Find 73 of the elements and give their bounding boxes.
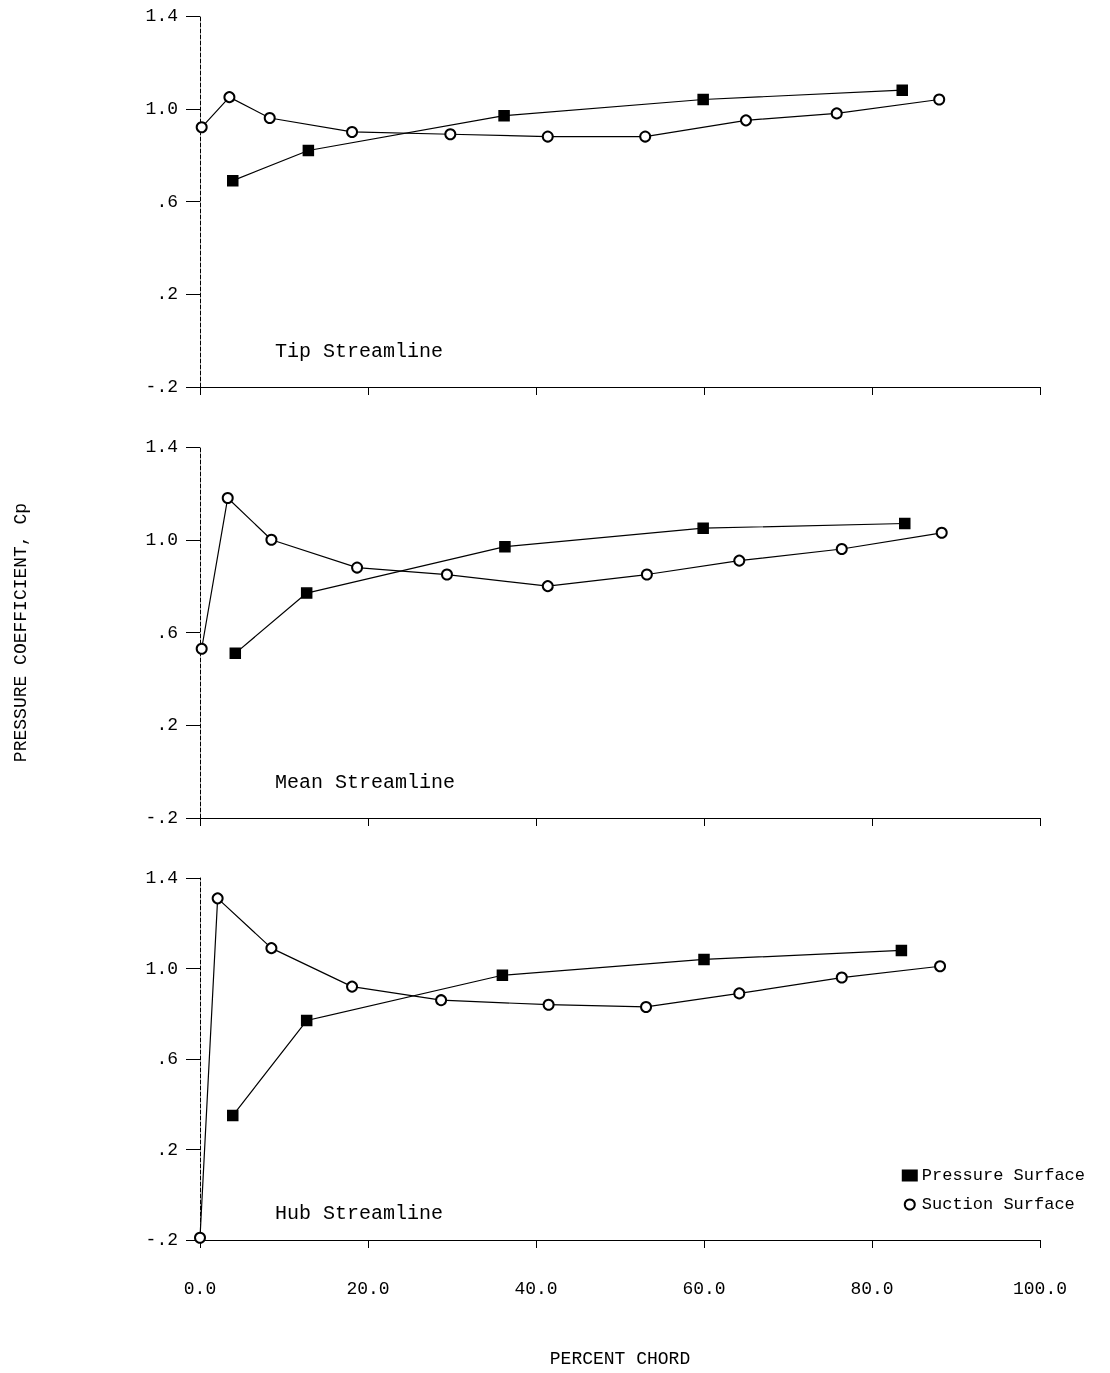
- y-axis-title: PRESSURE COEFFICIENT, Cp: [11, 502, 31, 763]
- point: [896, 84, 908, 96]
- point: [444, 128, 457, 141]
- point: [830, 107, 843, 120]
- x-axis-title: PERCENT CHORD: [549, 1349, 691, 1369]
- point: [639, 130, 652, 143]
- y-tick-label: .2: [156, 715, 178, 736]
- point: [640, 568, 653, 581]
- point: [542, 998, 555, 1011]
- y-tick-label: 1.0: [145, 529, 178, 550]
- y-tick-label: .6: [156, 191, 178, 212]
- point: [733, 987, 746, 1000]
- point: [263, 112, 276, 125]
- point: [195, 121, 208, 134]
- point: [435, 994, 448, 1007]
- point: [300, 587, 313, 599]
- point: [300, 1014, 313, 1027]
- y-tick-label: .2: [156, 1139, 178, 1160]
- point: [440, 568, 453, 581]
- point: [221, 492, 234, 505]
- point: [227, 174, 239, 187]
- point: [835, 971, 848, 984]
- y-tick-label: -.2: [145, 377, 178, 397]
- point: [895, 944, 908, 957]
- point: [933, 93, 946, 106]
- point: [697, 522, 709, 534]
- y-tick-label: 1.4: [145, 437, 178, 457]
- point: [265, 942, 278, 955]
- point: [223, 91, 236, 104]
- text: Tip Streamline: [275, 339, 444, 363]
- point: [935, 526, 948, 539]
- point: [541, 130, 554, 143]
- text: Mean Streamline: [275, 770, 456, 794]
- point: [934, 960, 947, 973]
- point: [227, 1109, 239, 1122]
- point: [698, 953, 710, 966]
- point: [498, 109, 510, 122]
- point: [835, 543, 848, 556]
- point: [733, 554, 746, 567]
- point: [194, 1231, 206, 1244]
- text: Hub Streamline: [275, 1201, 444, 1225]
- point: [351, 561, 364, 574]
- point: [499, 540, 511, 553]
- point: [265, 533, 278, 546]
- point: [541, 580, 554, 593]
- point: [229, 647, 242, 660]
- point: [899, 517, 911, 530]
- x-tick-label: 40.0: [514, 1279, 558, 1299]
- y-tick-label: .2: [156, 284, 178, 305]
- point: [640, 1000, 653, 1013]
- point: [346, 125, 359, 138]
- point: [740, 114, 752, 127]
- y-tick-label: 1.0: [145, 958, 178, 979]
- point: [697, 93, 709, 106]
- legend-label: Suction Surface: [921, 1195, 1075, 1214]
- y-tick-label: 1.4: [145, 6, 178, 26]
- y-tick-label: 1.4: [145, 868, 178, 888]
- point: [496, 969, 509, 982]
- y-tick-label: .6: [156, 1049, 178, 1069]
- point: [211, 892, 224, 905]
- x-tick-label: 80.0: [850, 1279, 894, 1299]
- x-tick-label: 60.0: [682, 1279, 726, 1299]
- x-tick-label: 100.0: [1012, 1279, 1068, 1299]
- point: [195, 642, 208, 655]
- point: [302, 144, 315, 157]
- y-tick-label: -.2: [145, 808, 178, 828]
- x-tick-label: 20.0: [346, 1279, 390, 1299]
- y-tick-label: -.2: [145, 1230, 178, 1250]
- x-tick-label: 0.0: [183, 1279, 217, 1299]
- y-tick-label: 1.0: [145, 98, 178, 119]
- legend-label: Pressure Surface: [921, 1166, 1086, 1185]
- y-tick-label: .6: [156, 622, 178, 643]
- point: [346, 980, 359, 993]
